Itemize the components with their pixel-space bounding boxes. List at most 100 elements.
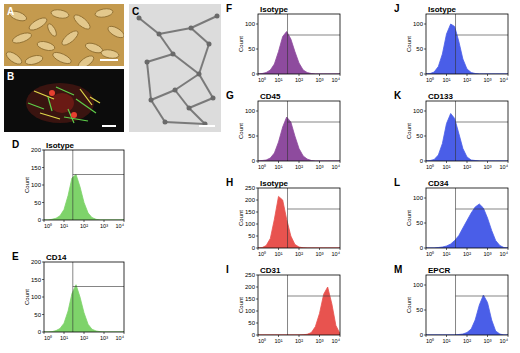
x-tick [278,248,279,250]
y-tick-label: 50 [416,133,423,139]
gate-line [455,275,456,335]
x-tick-label: 10³ [484,164,492,170]
y-tick-label: 100 [413,108,424,114]
y-tick [42,262,44,263]
y-tick [256,136,258,137]
y-axis-label: Count [24,177,30,193]
plot-area [258,32,340,75]
plot-frame [258,14,340,74]
node [157,32,162,37]
fluorescence [28,103,44,109]
fluorescence [56,87,74,95]
histogram [426,204,508,248]
tube [151,90,175,100]
gate-line [288,296,340,297]
plot-frame [44,262,124,332]
x-tick-label: 10⁰ [258,164,266,170]
y-tick [256,212,258,213]
x-tick [278,335,279,337]
panel-label: C [132,6,139,17]
fluorescence [48,97,52,111]
x-tick [319,335,320,337]
y-axis-label: Count [238,297,244,313]
x-tick [340,248,341,250]
x-tick [319,74,320,76]
gate-line [456,35,508,36]
y-tick [256,111,258,112]
chart-title: EPCR [428,266,450,275]
x-tick [508,335,509,337]
y-tick-label: 50 [248,133,255,139]
y-tick-label: 0 [420,332,424,338]
y-tick [256,287,258,288]
x-tick-label: 10⁴ [332,338,341,344]
scale-bar [102,125,116,127]
x-tick-label: 10² [295,77,303,83]
gate-line [456,209,508,210]
tube [189,98,213,108]
background [0,0,520,353]
gate-line [455,14,456,74]
y-tick [424,223,426,224]
y-tick-label: 200 [245,197,256,203]
y-tick-label: 200 [31,259,42,265]
plot-area [258,117,340,161]
cell [76,54,95,66]
gate-line [73,286,124,287]
x-tick-label: 10³ [316,338,324,344]
chart-title: Isotype [260,5,289,14]
x-tick [467,248,468,250]
y-tick [42,202,44,203]
histogram-panel: 05010015020025010⁰10¹10²10³10⁴CountCD31I [226,264,341,344]
cell [72,13,92,32]
gate-line [456,296,508,297]
plot-area [426,24,508,74]
gate-line [72,150,73,220]
histogram [258,196,340,248]
x-tick [487,248,488,250]
x-tick-label: 10¹ [275,338,283,344]
x-tick-label: 10⁰ [426,164,434,170]
histogram [426,24,508,74]
y-tick-label: 150 [245,296,256,302]
x-tick [84,332,85,334]
x-tick-label: 10⁰ [426,77,434,83]
histogram [44,175,124,221]
panel-label: D [12,139,19,150]
x-tick-label: 10³ [484,251,492,257]
y-tick [424,285,426,286]
x-tick [426,161,427,163]
y-axis-label: Count [406,123,412,139]
scale-bar [199,125,215,127]
x-tick [84,220,85,222]
histogram-panel: 05010010⁰10¹10²10³10⁴CountIsotypeJ [394,3,509,83]
x-tick [426,74,427,76]
chart-title: CD34 [428,179,449,188]
x-tick [104,220,105,222]
x-tick-label: 10⁰ [44,223,52,229]
y-tick [424,136,426,137]
histogram-panel: 05010010⁰10¹10²10³10⁴CountCD133K [394,90,509,170]
x-tick-label: 10⁰ [258,77,266,83]
x-tick-label: 10³ [100,335,108,341]
x-tick [467,335,468,337]
x-tick-label: 10² [295,164,303,170]
y-tick [42,297,44,298]
chart-title: CD31 [260,266,281,275]
x-tick-label: 10³ [316,77,324,83]
fluorescence [34,91,54,99]
x-tick-label: 10⁴ [500,77,509,83]
y-tick-label: 100 [245,21,256,27]
tube [175,74,199,90]
x-tick-label: 10² [295,251,303,257]
scale-bar [100,59,118,61]
tube [189,108,205,124]
histogram-panel: 05010010⁰10¹10²10³10⁴CountIsotypeF [226,3,341,83]
plot-area [426,295,508,335]
gate-line [456,122,508,123]
histogram [258,32,340,75]
panel-label: M [394,264,402,275]
x-tick [508,161,509,163]
y-tick-label: 100 [245,221,256,227]
y-tick-label: 100 [31,182,42,188]
